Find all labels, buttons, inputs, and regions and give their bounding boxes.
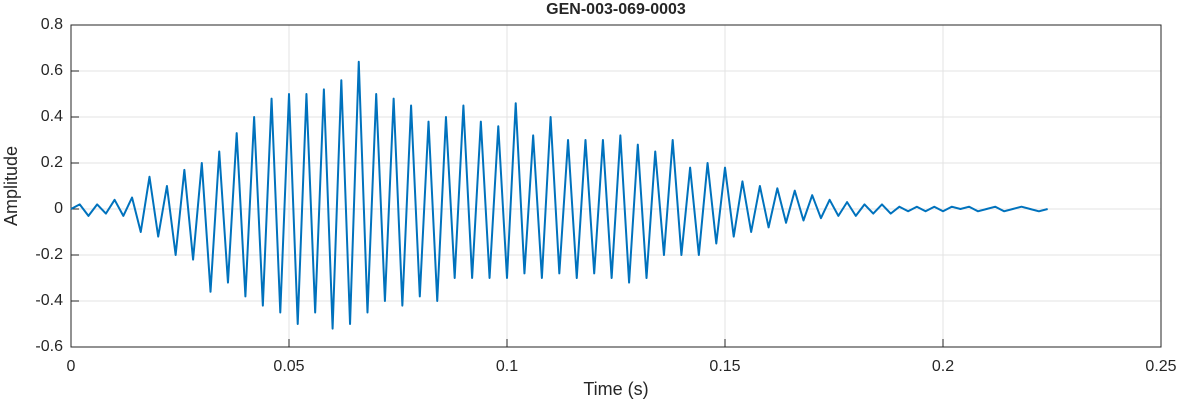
x-tick-label: 0.05 bbox=[273, 358, 304, 375]
x-tick-label: 0.25 bbox=[1145, 358, 1176, 375]
y-tick-label: -0.2 bbox=[35, 246, 63, 263]
y-tick-label: -0.4 bbox=[35, 292, 63, 309]
chart-title: GEN-003-069-0003 bbox=[546, 1, 686, 18]
x-tick-label: 0.2 bbox=[932, 358, 954, 375]
y-tick-label: 0.6 bbox=[41, 62, 63, 79]
x-tick-label: 0.15 bbox=[709, 358, 740, 375]
x-tick-label: 0 bbox=[67, 358, 76, 375]
y-axis-label: Amplitude bbox=[1, 146, 21, 226]
y-tick-label: 0.4 bbox=[41, 108, 63, 125]
y-tick-label: -0.6 bbox=[35, 338, 63, 355]
waveform-line bbox=[70, 60, 1048, 330]
y-tick-label: 0.2 bbox=[41, 154, 63, 171]
axes-box bbox=[70, 24, 1162, 348]
x-axis-label: Time (s) bbox=[583, 379, 648, 399]
y-tick-label: 0.8 bbox=[41, 16, 63, 33]
x-tick-label: 0.1 bbox=[496, 358, 518, 375]
y-tick-label: 0 bbox=[54, 200, 63, 217]
